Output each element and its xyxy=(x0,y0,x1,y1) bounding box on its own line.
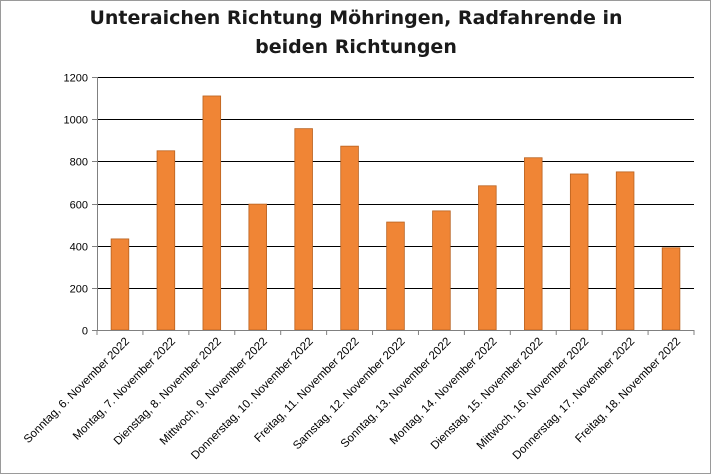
y-tick-labels: 0 200 400 600 800 1000 1200 xyxy=(64,73,88,338)
y-tick-label: 800 xyxy=(70,157,88,169)
bar xyxy=(569,173,589,331)
bar xyxy=(524,157,543,331)
chart-title-line-1: Unteraichen Richtung Möhringen, Radfahre… xyxy=(89,7,622,29)
bar xyxy=(432,210,451,331)
bar xyxy=(156,150,176,331)
chart-title-line-2: beiden Richtungen xyxy=(255,36,457,58)
y-tick-label: 0 xyxy=(82,326,88,338)
y-tick-label: 1000 xyxy=(64,115,88,127)
bar xyxy=(386,221,405,331)
y-tick-label: 1200 xyxy=(64,73,88,85)
bar xyxy=(110,238,130,331)
bar xyxy=(248,203,267,331)
axes xyxy=(97,77,694,331)
bar xyxy=(615,171,635,331)
bar xyxy=(294,128,313,331)
bar xyxy=(202,95,222,331)
bar xyxy=(478,185,497,331)
gridlines xyxy=(92,77,694,331)
bar xyxy=(661,247,681,331)
y-tick-label: 600 xyxy=(70,200,88,212)
y-tick-label: 400 xyxy=(70,242,88,254)
bar xyxy=(340,145,359,331)
y-tick-label: 200 xyxy=(70,284,88,296)
bars xyxy=(96,95,695,335)
